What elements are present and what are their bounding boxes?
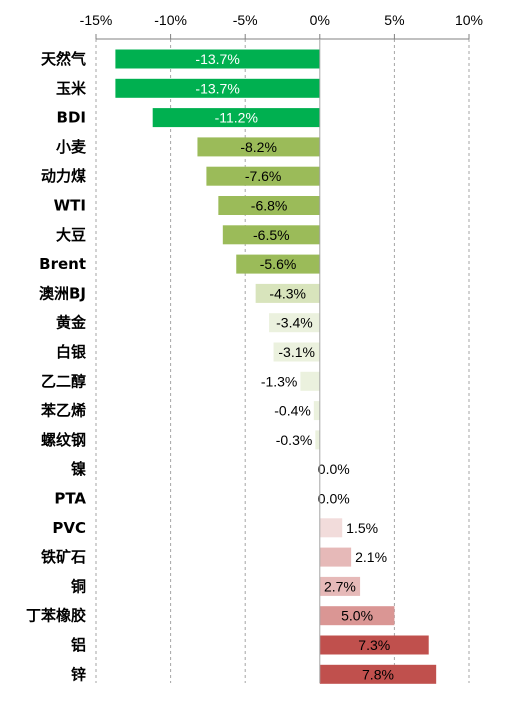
category-label: 镍	[71, 460, 86, 478]
x-tick-label: 0%	[310, 12, 330, 28]
category-label: 铜	[71, 577, 86, 595]
bar	[300, 371, 320, 391]
data-label: -0.3%	[276, 432, 313, 448]
bar	[152, 108, 320, 128]
category-label: 丁苯橡胶	[26, 607, 86, 625]
data-label: -1.3%	[261, 373, 298, 389]
category-label: 大豆	[56, 226, 86, 244]
bar	[313, 401, 320, 421]
data-label: -13.7%	[195, 51, 239, 67]
data-label: -0.4%	[274, 403, 311, 419]
bar	[236, 254, 320, 274]
bars	[115, 49, 437, 684]
x-tick-label: 5%	[384, 12, 404, 28]
data-label: 1.5%	[346, 520, 378, 536]
category-label: 白银	[56, 343, 87, 361]
bar	[319, 606, 395, 626]
x-tick-label: -15%	[80, 12, 113, 28]
data-label: -7.6%	[245, 168, 282, 184]
bar	[115, 49, 320, 69]
category-label: 小麦	[56, 138, 87, 156]
category-label: 澳洲BJ	[39, 284, 86, 302]
category-label: Brent	[39, 255, 86, 273]
bar	[206, 166, 320, 186]
bar	[218, 196, 320, 215]
category-label: 玉米	[56, 79, 87, 97]
bar	[115, 78, 320, 98]
data-label: 7.8%	[362, 666, 394, 682]
category-label: 天然气	[41, 50, 86, 68]
data-label: 2.1%	[355, 549, 387, 565]
data-label: -13.7%	[195, 80, 239, 96]
data-label: -6.8%	[251, 198, 288, 214]
data-labels: -13.7% -13.7% -11.2% -8.2% -7.6% -6.8% -6.5% -5…	[195, 39, 394, 683]
data-label: 7.3%	[358, 637, 390, 653]
category-label: WTI	[54, 197, 86, 215]
category-label: 铁矿石	[41, 548, 86, 566]
category-label: 动力煤	[41, 167, 86, 185]
category-label: 螺纹钢	[41, 431, 86, 449]
data-label: -6.5%	[253, 227, 290, 243]
bar	[197, 137, 320, 157]
bar	[315, 430, 320, 450]
data-label: 0.0%	[318, 461, 350, 477]
bar	[319, 547, 352, 567]
data-label: 0.0%	[318, 491, 350, 507]
category-label: PVC	[52, 519, 86, 537]
data-label: 5.0%	[341, 608, 373, 624]
bar	[255, 283, 320, 303]
x-tick-label: -10%	[154, 12, 187, 28]
bar	[319, 664, 437, 684]
bar	[319, 518, 343, 538]
category-label: BDI	[57, 109, 86, 127]
category-label: 铝	[71, 636, 86, 654]
bar	[273, 342, 320, 362]
bar	[319, 635, 429, 655]
bar	[319, 576, 361, 596]
data-label: -11.2%	[215, 110, 258, 126]
category-label: PTA	[54, 490, 86, 508]
data-label: -4.3%	[269, 285, 306, 301]
bar	[222, 225, 320, 245]
data-label: 2.7%	[324, 578, 356, 594]
data-label: -8.2%	[240, 139, 277, 155]
category-label: 锌	[71, 665, 86, 683]
x-tick-label: 10%	[455, 12, 483, 28]
x-axis: -15% -10% -5% 0% 5% 10%	[80, 12, 483, 40]
grid-lines	[95, 39, 470, 683]
data-label: -3.4%	[276, 315, 313, 331]
data-label: -5.6%	[260, 256, 297, 272]
bar	[269, 313, 320, 333]
data-label: -3.1%	[278, 344, 315, 360]
category-label: 乙二醇	[41, 372, 86, 390]
x-tick-label: -5%	[233, 12, 258, 28]
category-label: 苯乙烯	[40, 402, 86, 420]
category-label: 黄金	[56, 314, 87, 332]
